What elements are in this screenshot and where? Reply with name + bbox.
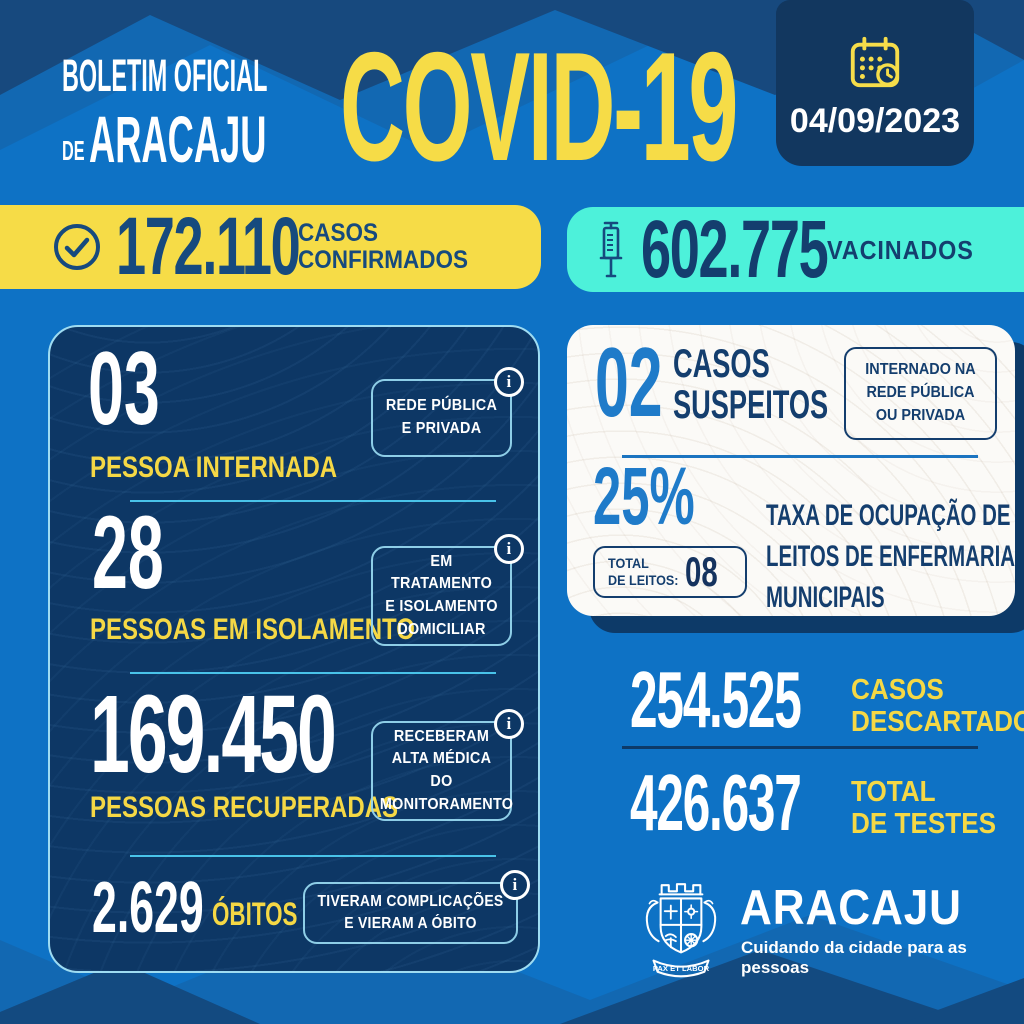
calendar-icon (850, 36, 900, 88)
vaccinated-value: 602.775 (641, 203, 829, 295)
discarded-label: CASOS DESCARTADOS (851, 674, 1024, 739)
info-icon (500, 870, 530, 900)
covid-19-title: COVID-19 (340, 20, 738, 193)
suspects-label: CASOS SUSPEITOS (673, 342, 829, 427)
section-divider (130, 500, 496, 502)
beds-total-value: 08 (684, 548, 718, 595)
aracaju-crest-icon: PAX ET LABOR (645, 883, 717, 978)
isolation-label: PESSOAS EM ISOLAMENTO (90, 613, 415, 646)
section-divider (130, 672, 496, 674)
vaccinated-banner: 602.775 VACINADOS (567, 207, 1024, 292)
hospital-status-card: 03 PESSOA INTERNADA REDE PÚBLICA E PRIVA… (48, 325, 540, 973)
bulletin-title: BOLETIM OFICIAL DE ARACAJU (62, 50, 457, 172)
beds-total-label: TOTAL DE LEITOS: (608, 555, 679, 588)
date-text: 04/09/2023 (789, 102, 961, 140)
section-divider (130, 855, 496, 857)
isolation-value: 28 (92, 495, 164, 611)
info-icon (494, 709, 524, 739)
info-icon (494, 534, 524, 564)
occupancy-description: TAXA DE OCUPAÇÃO DE LEITOS DE ENFERMARIA… (766, 499, 1015, 615)
hospitalized-label: PESSOA INTERNADA (90, 451, 338, 484)
deaths-note: TIVERAM COMPLICAÇÕES E VIERAM A ÓBITO (303, 870, 530, 944)
bulletin-title-line1: BOLETIM OFICIAL (62, 50, 268, 101)
check-circle-icon (54, 224, 100, 270)
recovered-value: 169.450 (90, 673, 337, 796)
crest-motto: PAX ET LABOR (653, 964, 710, 973)
suspects-note: INTERNADO NA REDE PÚBLICA OU PRIVADA (844, 347, 997, 440)
hospitalized-value: 03 (88, 331, 160, 447)
tests-label: TOTAL DE TESTES (851, 776, 997, 841)
info-icon (494, 367, 524, 397)
syringe-icon (599, 221, 623, 277)
city-name: ARACAJU (740, 881, 962, 935)
suspects-value: 02 (595, 327, 663, 437)
city-tagline: Cuidando da cidade para as pessoas (741, 938, 967, 977)
bulletin-title-de: DE (62, 135, 85, 166)
confirmed-cases-banner: 172.110 CASOS CONFIRMADOS (0, 205, 541, 289)
occupancy-value: 25% (593, 451, 695, 542)
bulletin-title-city: ARACAJU (88, 102, 267, 176)
deaths-label: ÓBITOS (212, 896, 298, 932)
suspects-card: 02 CASOS SUSPEITOS INTERNADO NA REDE PÚB… (567, 325, 1015, 616)
vaccinated-label: VACINADOS (827, 234, 975, 265)
recovered-label: PESSOAS RECUPERADAS (90, 791, 399, 824)
recovered-note: RECEBERAM ALTA MÉDICA DO MONITORAMENTO (371, 709, 524, 821)
confirmed-value: 172.110 (116, 201, 301, 292)
stats-divider (622, 746, 978, 749)
confirmed-label: CASOS CONFIRMADOS (297, 219, 468, 274)
isolation-note: EM TRATAMENTO E ISOLAMENTO DOMICILIAR (371, 534, 524, 646)
tests-value: 426.637 (630, 758, 802, 847)
discarded-value: 254.525 (630, 655, 802, 744)
date-card: 04/09/2023 (776, 0, 974, 166)
deaths-value: 2.629 (92, 868, 204, 948)
card-divider (622, 455, 978, 458)
beds-total-box: TOTAL DE LEITOS: 08 (593, 546, 747, 598)
hospitalized-note: REDE PÚBLICA E PRIVADA (371, 367, 524, 457)
